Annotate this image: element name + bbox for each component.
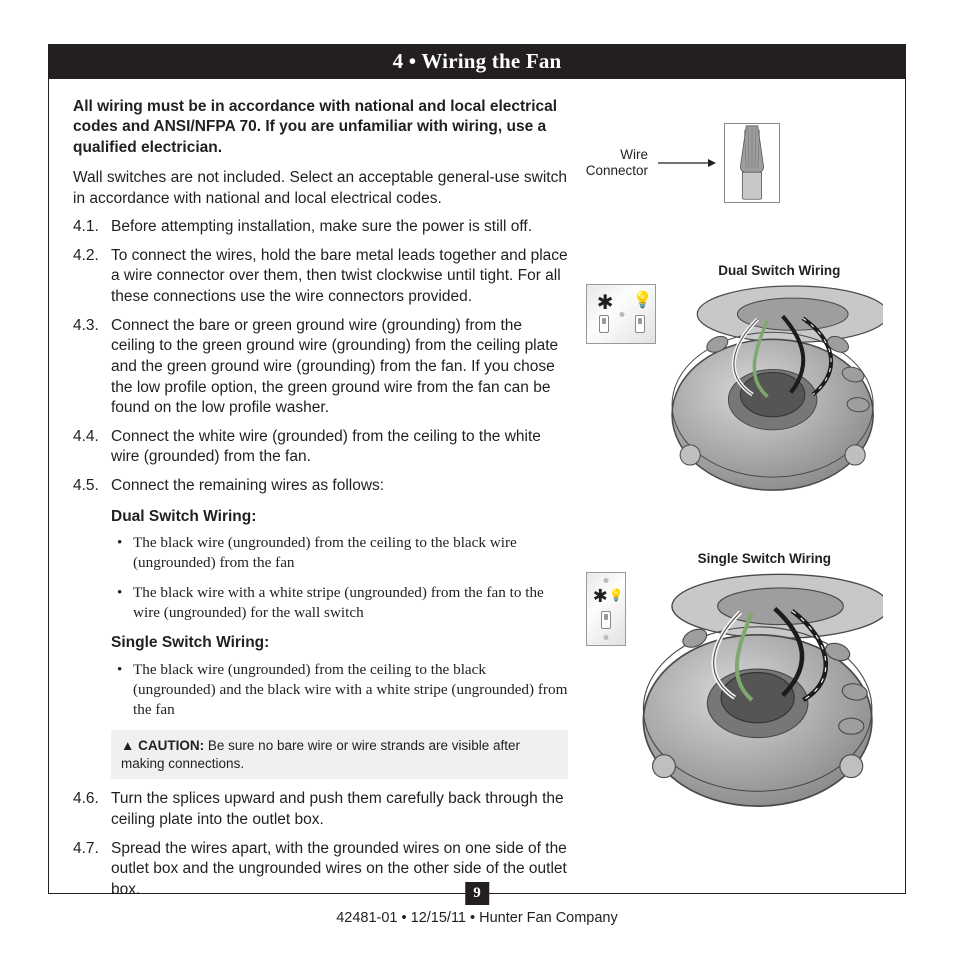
single-bullets: The black wire (ungrounded) from the cei… (111, 660, 568, 720)
dual-switch-plate-icon: ✱ 💡 (586, 284, 656, 344)
single-switch-head: Single Switch Wiring: (111, 633, 568, 654)
step-num: 4.5. (73, 476, 107, 497)
step-4-5: 4.5. Connect the remaining wires as foll… (109, 476, 568, 779)
warning-icon: ▲ (121, 738, 134, 753)
step-num: 4.6. (73, 789, 107, 810)
step-4-7: 4.7. Spread the wires apart, with the gr… (109, 839, 568, 901)
content-columns: All wiring must be in accordance with na… (49, 79, 905, 894)
step-4-4: 4.4. Connect the white wire (grounded) f… (109, 427, 568, 468)
single-switch-label: Single Switch Wiring (646, 551, 883, 566)
bullet: The black wire (ungrounded) from the cei… (129, 660, 568, 720)
intro-bold: All wiring must be in accordance with na… (73, 97, 568, 158)
step-num: 4.1. (73, 217, 107, 238)
step-text: To connect the wires, hold the bare meta… (111, 247, 568, 305)
step-text: Connect the bare or green ground wire (g… (111, 317, 558, 416)
section-title: 4 • Wiring the Fan (49, 45, 905, 79)
step-num: 4.7. (73, 839, 107, 860)
step-text: Before attempting installation, make sur… (111, 218, 532, 235)
step-4-3: 4.3. Connect the bare or green ground wi… (109, 316, 568, 419)
wire-connector-label: Wire Connector (586, 147, 648, 179)
dual-bullets: The black wire (ungrounded) from the cei… (111, 533, 568, 623)
step-list: 4.1. Before attempting installation, mak… (73, 217, 568, 900)
bullet: The black wire (ungrounded) from the cei… (129, 533, 568, 573)
step-num: 4.4. (73, 427, 107, 448)
step-num: 4.3. (73, 316, 107, 337)
step-num: 4.2. (73, 246, 107, 267)
step-4-1: 4.1. Before attempting installation, mak… (109, 217, 568, 238)
wire-connector-figure: Wire Connector (586, 123, 883, 203)
asterisk-icon: ✱ (597, 293, 614, 313)
right-column: Wire Connector (580, 79, 905, 894)
step-4-6: 4.6. Turn the splices upward and push th… (109, 789, 568, 830)
fan-diagram-dual (662, 284, 883, 495)
left-column: All wiring must be in accordance with na… (49, 79, 580, 894)
fan-diagram-single (632, 572, 883, 812)
asterisk-icon: ✱ (593, 587, 608, 605)
intro-para: Wall switches are not included. Select a… (73, 168, 568, 209)
page-frame: 4 • Wiring the Fan All wiring must be in… (48, 44, 906, 894)
arrow-icon (656, 156, 716, 170)
page-number: 9 (465, 882, 489, 905)
single-switch-plate-icon: ✱ 💡 (586, 572, 626, 646)
step-text: Connect the remaining wires as follows: (111, 477, 384, 494)
dual-switch-head: Dual Switch Wiring: (111, 507, 568, 528)
wire-connector-icon (724, 123, 780, 203)
dual-switch-label: Dual Switch Wiring (676, 263, 883, 278)
step-4-2: 4.2. To connect the wires, hold the bare… (109, 246, 568, 308)
caution-label: CAUTION: (138, 738, 204, 753)
dual-switch-figure: Dual Switch Wiring ✱ 💡 (586, 263, 883, 495)
footer-text: 42481-01 • 12/15/11 • Hunter Fan Company (0, 910, 954, 926)
step-text: Connect the white wire (grounded) from t… (111, 428, 541, 466)
step-text: Spread the wires apart, with the grounde… (111, 840, 567, 898)
single-switch-figure: Single Switch Wiring ✱ 💡 (586, 551, 883, 812)
caution-box: ▲ CAUTION: Be sure no bare wire or wire … (111, 730, 568, 779)
step-text: Turn the splices upward and push them ca… (111, 790, 564, 828)
bullet: The black wire with a white stripe (ungr… (129, 583, 568, 623)
bulb-icon: 💡 (633, 293, 653, 309)
bulb-icon: 💡 (609, 589, 624, 601)
